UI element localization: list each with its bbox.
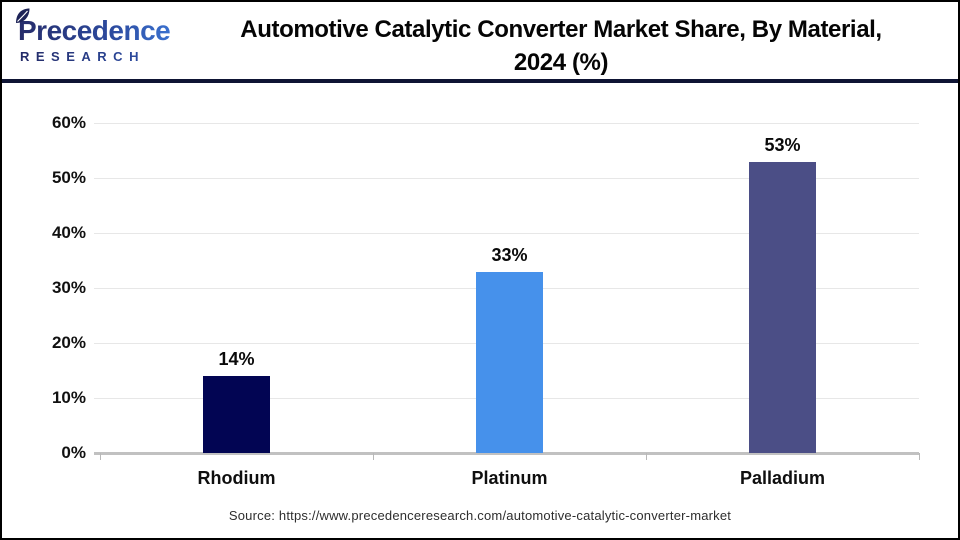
chart-title-line-2: 2024 (%) bbox=[513, 49, 609, 76]
x-axis-category-label: Rhodium bbox=[197, 468, 276, 488]
bar-platinum bbox=[476, 271, 543, 453]
logo-subtext: RESEARCH bbox=[20, 49, 188, 65]
y-axis-tick-label: 10% bbox=[51, 388, 86, 407]
x-axis-baseline bbox=[94, 452, 919, 455]
x-axis-category-label: Palladium bbox=[739, 468, 826, 488]
logo-wordmark: Precedence bbox=[16, 8, 188, 48]
plot-area: 0% 10% 20% 30% 40% 50% 60% 14% Rhodium 33% Platinu… bbox=[52, 113, 920, 488]
y-axis-tick-label: 50% bbox=[51, 168, 86, 187]
x-axis-tick bbox=[372, 453, 374, 460]
bar-value-label: 53% bbox=[764, 134, 801, 155]
logo-wordmark-text: Precedence bbox=[18, 15, 171, 46]
y-axis-tick-label: 60% bbox=[51, 113, 86, 132]
x-axis-tick bbox=[918, 453, 920, 460]
x-axis-tick bbox=[645, 453, 647, 460]
bar-palladium bbox=[749, 161, 816, 453]
y-axis-tick-label: 40% bbox=[51, 223, 86, 242]
y-axis-tick-label: 20% bbox=[51, 333, 86, 352]
gridline bbox=[94, 122, 919, 124]
source-note: Source: https://www.precedenceresearch.c… bbox=[228, 508, 732, 523]
chart-title: Automotive Catalytic Converter Market Sh… bbox=[180, 13, 942, 79]
header: Precedence RESEARCH Automotive Catalytic… bbox=[2, 2, 958, 83]
bar-value-label: 14% bbox=[218, 349, 255, 369]
bar-rhodium bbox=[203, 376, 270, 453]
y-axis-tick-label: 30% bbox=[51, 278, 86, 297]
y-axis-tick-label: 0% bbox=[61, 443, 86, 462]
gridline bbox=[94, 177, 919, 179]
header-divider bbox=[2, 79, 958, 83]
x-axis-category-label: Platinum bbox=[471, 468, 548, 488]
leaf-icon bbox=[16, 8, 30, 23]
precedence-logo: Precedence RESEARCH bbox=[16, 8, 188, 65]
x-axis-tick bbox=[99, 453, 101, 460]
chart-title-line-1: Automotive Catalytic Converter Market Sh… bbox=[240, 16, 882, 43]
gridline bbox=[94, 232, 919, 234]
bar-value-label: 33% bbox=[491, 244, 528, 265]
